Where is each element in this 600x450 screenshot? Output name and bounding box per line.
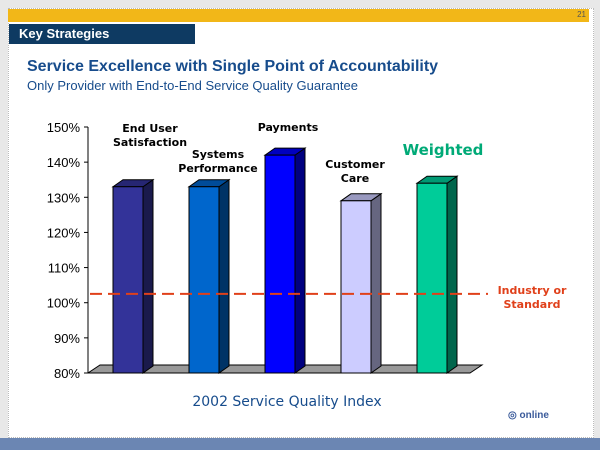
- bar: [264, 154, 296, 374]
- bar-label: Satisfaction: [113, 136, 187, 149]
- bar-side: [218, 178, 230, 374]
- y-tick-label: 110%: [48, 261, 81, 276]
- bar-side: [294, 147, 306, 374]
- bar-side: [370, 192, 382, 374]
- header-bar: [8, 9, 589, 22]
- bar-label: Systems: [192, 148, 245, 161]
- bar-side: [142, 178, 154, 374]
- y-tick-label: 130%: [47, 190, 81, 205]
- bar-label: End User: [122, 122, 178, 135]
- y-tick-label: 140%: [47, 155, 81, 170]
- y-tick-label: 80%: [54, 366, 80, 381]
- bar: [112, 186, 144, 374]
- company-logo: ◎ online: [508, 410, 549, 421]
- page-number: 21: [577, 10, 586, 19]
- bar-label: Weighted: [403, 141, 484, 159]
- bar: [188, 186, 220, 374]
- page-title: Service Excellence with Single Point of …: [27, 58, 439, 75]
- page-subtitle: Only Provider with End-to-End Service Qu…: [27, 78, 358, 93]
- bar: [340, 200, 372, 374]
- bar-side: [446, 175, 458, 374]
- bar: [416, 182, 448, 374]
- bar-label: Performance: [178, 162, 257, 175]
- y-tick-label: 90%: [54, 331, 80, 346]
- footer-bar: [0, 438, 600, 450]
- bar-label: Customer: [325, 158, 385, 171]
- bar-label: Payments: [258, 121, 319, 134]
- y-tick-label: 150%: [47, 120, 81, 135]
- y-tick-label: 120%: [47, 225, 81, 240]
- reference-label: Industry or: [498, 284, 567, 297]
- y-tick-label: 100%: [47, 296, 81, 311]
- reference-label: Standard: [503, 298, 560, 311]
- chart-title: 2002 Service Quality Index: [192, 394, 381, 410]
- bar-label: Care: [341, 172, 369, 185]
- section-tab: Key Strategies: [9, 24, 195, 44]
